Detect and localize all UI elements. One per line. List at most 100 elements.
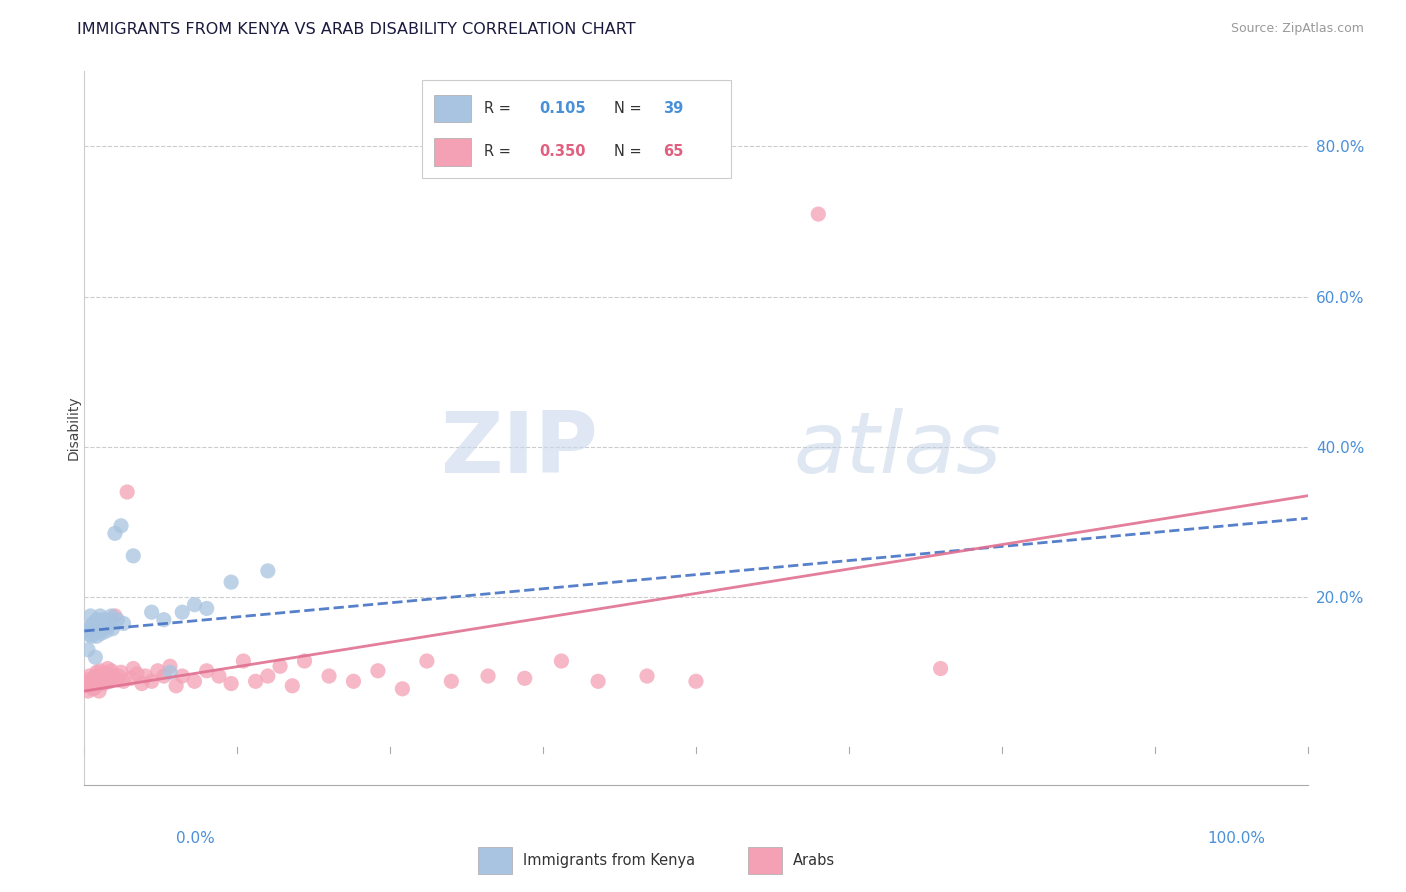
Text: R =: R =: [484, 145, 515, 160]
Point: [87, 674, 110, 689]
Point: [195, 601, 218, 615]
Point: [97, 616, 120, 631]
Point: [75, 676, 97, 690]
Point: [90, 669, 112, 683]
Text: N =: N =: [613, 145, 645, 160]
Point: [80, 629, 103, 643]
Point: [153, 669, 176, 683]
Point: [91, 671, 114, 685]
Point: [122, 549, 145, 563]
Point: [281, 679, 304, 693]
Point: [125, 666, 148, 681]
Point: [100, 664, 122, 678]
Point: [550, 654, 572, 668]
Point: [104, 609, 127, 624]
Point: [76, 673, 98, 687]
Point: [416, 654, 439, 668]
Point: [159, 665, 181, 680]
Point: [208, 669, 231, 683]
Point: [342, 674, 364, 689]
Text: IMMIGRANTS FROM KENYA VS ARAB DISABILITY CORRELATION CHART: IMMIGRANTS FROM KENYA VS ARAB DISABILITY…: [77, 22, 636, 37]
Point: [79, 609, 101, 624]
Point: [183, 674, 205, 689]
Point: [159, 659, 181, 673]
Text: 100.0%: 100.0%: [1208, 831, 1265, 846]
Point: [477, 669, 499, 683]
Point: [112, 616, 135, 631]
Point: [98, 613, 121, 627]
Point: [586, 674, 609, 689]
Point: [141, 674, 163, 689]
Point: [98, 674, 121, 689]
Point: [391, 681, 413, 696]
Point: [110, 665, 132, 680]
Point: [93, 614, 115, 628]
Bar: [434, 95, 471, 122]
Point: [79, 620, 101, 634]
Point: [100, 609, 122, 624]
Text: ZIP: ZIP: [440, 408, 598, 491]
Point: [107, 669, 129, 683]
Point: [101, 622, 124, 636]
Point: [83, 671, 105, 685]
Point: [318, 669, 340, 683]
Point: [94, 620, 117, 634]
FancyBboxPatch shape: [422, 80, 731, 178]
Point: [91, 613, 114, 627]
Point: [146, 664, 169, 678]
Point: [87, 616, 110, 631]
Point: [90, 626, 112, 640]
Point: [97, 618, 120, 632]
Text: N =: N =: [613, 101, 645, 116]
Point: [96, 624, 118, 638]
Point: [77, 684, 100, 698]
Text: 0.105: 0.105: [540, 101, 586, 116]
Text: R =: R =: [484, 101, 515, 116]
Bar: [478, 847, 512, 874]
Point: [91, 618, 114, 632]
Point: [96, 673, 118, 687]
Point: [257, 669, 280, 683]
Point: [82, 681, 104, 696]
Point: [77, 669, 100, 683]
Point: [245, 674, 267, 689]
Point: [76, 624, 98, 638]
Point: [165, 679, 187, 693]
Point: [115, 485, 138, 500]
Bar: [748, 847, 782, 874]
Text: Immigrants from Kenya: Immigrants from Kenya: [523, 854, 695, 868]
Point: [86, 613, 108, 627]
Point: [83, 624, 105, 638]
Point: [80, 674, 103, 689]
Point: [195, 664, 218, 678]
Point: [84, 650, 107, 665]
Point: [84, 681, 107, 695]
Point: [636, 669, 658, 683]
Point: [110, 518, 132, 533]
Point: [440, 674, 463, 689]
Point: [367, 664, 389, 678]
Text: 0.350: 0.350: [540, 145, 586, 160]
Point: [82, 616, 104, 631]
Point: [86, 629, 108, 643]
Point: [807, 207, 830, 221]
Point: [86, 665, 108, 680]
Point: [141, 605, 163, 619]
Text: Arabs: Arabs: [793, 854, 835, 868]
Text: Source: ZipAtlas.com: Source: ZipAtlas.com: [1230, 22, 1364, 36]
Point: [97, 669, 120, 683]
Point: [513, 671, 536, 685]
Text: atlas: atlas: [794, 408, 1002, 491]
Point: [294, 654, 316, 668]
Point: [172, 669, 194, 683]
Text: 0.0%: 0.0%: [176, 831, 215, 846]
Point: [79, 679, 101, 693]
Point: [257, 564, 280, 578]
Point: [120, 671, 142, 685]
Point: [219, 676, 242, 690]
Point: [131, 676, 153, 690]
Point: [89, 664, 111, 678]
Point: [929, 661, 952, 675]
Point: [101, 669, 124, 683]
Point: [89, 609, 111, 624]
